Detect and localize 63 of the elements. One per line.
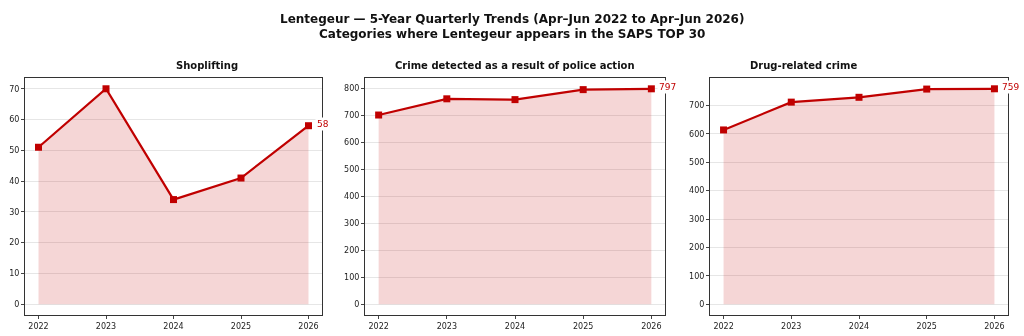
y-tick-label: 300 xyxy=(689,214,705,224)
y-tick-label: 500 xyxy=(689,158,705,168)
y-tick-label: 50 xyxy=(9,146,20,156)
point xyxy=(443,95,451,103)
x-tick-label: 2025 xyxy=(573,321,594,331)
point xyxy=(647,85,655,93)
y-tick-label: 0 xyxy=(14,300,20,310)
y-tick-label: 600 xyxy=(689,129,705,139)
text: Lentegeur — 5-Year Quarterly Trends (Apr–Jun 2022 to Apr–Jun 2026) xyxy=(280,12,745,26)
point xyxy=(511,96,519,104)
point xyxy=(923,85,931,93)
y-tick-label: 60 xyxy=(9,115,20,125)
y-tick-label: 600 xyxy=(344,137,360,147)
y-tick-label: 0 xyxy=(354,299,360,309)
x-tick-label: 2025 xyxy=(230,321,252,331)
y-tick-label: 300 xyxy=(344,218,360,228)
x-tick-label: 2023 xyxy=(781,321,802,331)
chart-title: Crime detected as a result of police action xyxy=(395,60,635,71)
point xyxy=(375,111,383,119)
y-tick-label: 10 xyxy=(9,269,20,279)
x-tick-label: 2026 xyxy=(298,321,319,331)
data-label: 759 xyxy=(1002,82,1020,92)
y-tick-label: 0 xyxy=(699,300,705,310)
point xyxy=(579,86,587,94)
point xyxy=(787,98,795,106)
y-tick-label: 500 xyxy=(344,164,360,174)
y-tick-label: 700 xyxy=(689,101,705,111)
y-tick-label: 400 xyxy=(689,186,705,196)
x-tick-label: 2024 xyxy=(848,321,870,331)
x-tick-label: 2023 xyxy=(95,321,117,331)
y-tick-label: 200 xyxy=(344,245,360,255)
y-tick-label: 40 xyxy=(9,176,20,186)
x-tick-label: 2022 xyxy=(713,321,734,331)
x-tick-label: 2025 xyxy=(916,321,937,331)
y-tick-label: 700 xyxy=(344,110,360,120)
chart-title: Shoplifting xyxy=(176,60,239,71)
data-label: 58 xyxy=(317,119,329,129)
x-tick-label: 2024 xyxy=(163,321,184,331)
point xyxy=(102,85,110,93)
x-tick-label: 2022 xyxy=(28,321,49,331)
x-tick-label: 2026 xyxy=(984,321,1005,331)
y-tick-label: 20 xyxy=(9,238,20,248)
point xyxy=(35,143,42,151)
y-tick-label: 100 xyxy=(689,271,705,281)
y-tick-label: 70 xyxy=(9,84,20,94)
y-tick-label: 200 xyxy=(689,243,705,253)
x-tick-label: 2026 xyxy=(641,321,662,331)
y-tick-label: 400 xyxy=(344,191,360,201)
point xyxy=(305,122,312,130)
data-label: 797 xyxy=(659,82,677,92)
x-tick-label: 2022 xyxy=(368,321,389,331)
point xyxy=(990,85,998,93)
point xyxy=(237,174,245,182)
y-tick-label: 30 xyxy=(9,207,20,217)
x-tick-label: 2023 xyxy=(436,321,457,331)
point xyxy=(170,196,177,204)
y-tick-label: 800 xyxy=(344,83,360,93)
text: Categories where Lentegeur appears in the SAPS TOP 30 xyxy=(319,27,706,41)
point xyxy=(720,126,728,134)
point xyxy=(855,93,863,101)
y-tick-label: 100 xyxy=(344,272,360,282)
chart-title: Drug-related crime xyxy=(750,60,858,71)
x-tick-label: 2024 xyxy=(504,321,526,331)
